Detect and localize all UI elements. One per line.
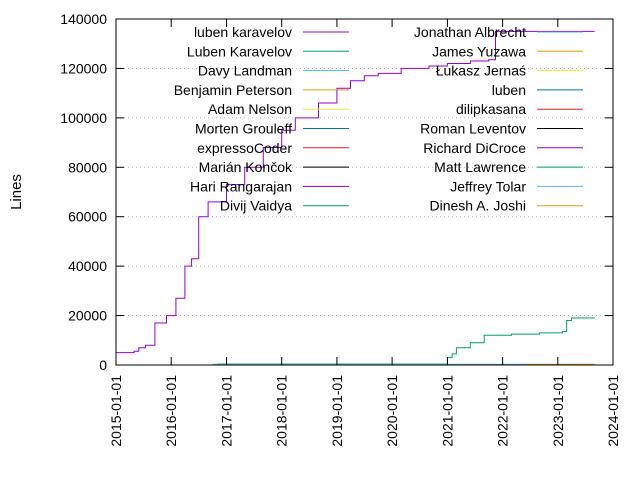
y-tick-label: 40000 — [68, 258, 107, 274]
legend-entry: Davy Landman — [198, 63, 349, 79]
legend-entry: Adam Nelson — [208, 101, 349, 117]
legend-label: Dinesh A. Joshi — [430, 198, 527, 214]
legend-label: Marián Končok — [199, 159, 293, 175]
plot-border — [115, 18, 614, 366]
series-line — [116, 30, 595, 354]
legend-entry: Luben Karavelov — [187, 43, 349, 59]
x-tick-label: 2017-01-01 — [219, 375, 235, 447]
legend-entry: Marián Končok — [199, 159, 349, 175]
legend-label: James Yuzawa — [432, 43, 526, 59]
legend-entry: luben karavelov — [194, 24, 349, 40]
legend-label: Roman Leventov — [420, 121, 526, 137]
legend-entry: dilipkasana — [456, 101, 583, 117]
legend-label: expressoCoder — [197, 140, 292, 156]
legend-entry: Matt Lawrence — [434, 159, 583, 175]
x-tick-label: 2019-01-01 — [329, 375, 345, 447]
x-tick-label: 2023-01-01 — [550, 375, 566, 447]
legend-entry: Benjamin Peterson — [174, 82, 349, 98]
y-tick-label: 120000 — [60, 60, 107, 76]
y-tick-label: 80000 — [68, 159, 107, 175]
legend-entry: Jonathan Albrecht — [414, 24, 583, 40]
x-tick-label: 2015-01-01 — [108, 375, 124, 447]
y-tick-label: 0 — [99, 357, 107, 373]
legend-entry: Hari Rangarajan — [190, 178, 349, 194]
legend-label: Morten Grouleff — [195, 121, 292, 137]
x-tick-label: 2022-01-01 — [495, 375, 511, 447]
legend-label: luben — [492, 82, 526, 98]
y-tick-label: 60000 — [68, 209, 107, 225]
series-line — [525, 364, 596, 365]
legend-entry: Morten Grouleff — [195, 121, 349, 137]
x-tick-label: 2018-01-01 — [274, 375, 290, 447]
grid — [116, 68, 613, 316]
legend-entry: Richard DiCroce — [423, 140, 583, 156]
legend-label: Davy Landman — [198, 63, 292, 79]
series-line — [217, 317, 595, 365]
legend-entry: Jeffrey Tolar — [450, 178, 583, 194]
y-tick-label: 20000 — [68, 308, 107, 324]
legend-label: Łukasz Jernaś — [436, 63, 526, 79]
legend-label: Jeffrey Tolar — [450, 178, 526, 194]
legend-entry: Roman Leventov — [420, 121, 583, 137]
legend-entry: Divij Vaidya — [220, 198, 349, 214]
y-axis-label: Lines — [8, 174, 25, 210]
legend: luben karavelov Luben Karavelov Davy Landm… — [174, 24, 583, 214]
legend-label: Matt Lawrence — [434, 159, 526, 175]
legend-label: dilipkasana — [456, 101, 526, 117]
legend-entry: luben — [492, 82, 583, 98]
y-tick-label: 140000 — [60, 11, 107, 27]
x-tick-label: 2020-01-01 — [384, 375, 400, 447]
legend-label: Benjamin Peterson — [174, 82, 292, 98]
legend-entry: Łukasz Jernaś — [436, 63, 583, 79]
x-tick-label: 2016-01-01 — [163, 375, 179, 447]
legend-entry: expressoCoder — [197, 140, 349, 156]
legend-label: Luben Karavelov — [187, 43, 292, 59]
legend-label: Hari Rangarajan — [190, 178, 292, 194]
x-tick-label: 2024-01-01 — [605, 375, 621, 447]
y-axis-ticks: 0 20000 40000 60000 80000 100000 120000 140000 — [60, 11, 613, 373]
x-axis-ticks: 2015-01-01 2016-01-01 2017-01-01 2018-01-01… — [108, 19, 621, 447]
y-tick-label: 100000 — [60, 110, 107, 126]
legend-label: Adam Nelson — [208, 101, 292, 117]
legend-label: Jonathan Albrecht — [414, 24, 526, 40]
legend-label: luben karavelov — [194, 24, 292, 40]
legend-entry: James Yuzawa — [432, 43, 583, 59]
x-tick-label: 2021-01-01 — [439, 375, 455, 447]
legend-label: Richard DiCroce — [423, 140, 526, 156]
legend-entry: Dinesh A. Joshi — [430, 198, 583, 214]
legend-label: Divij Vaidya — [220, 198, 292, 214]
